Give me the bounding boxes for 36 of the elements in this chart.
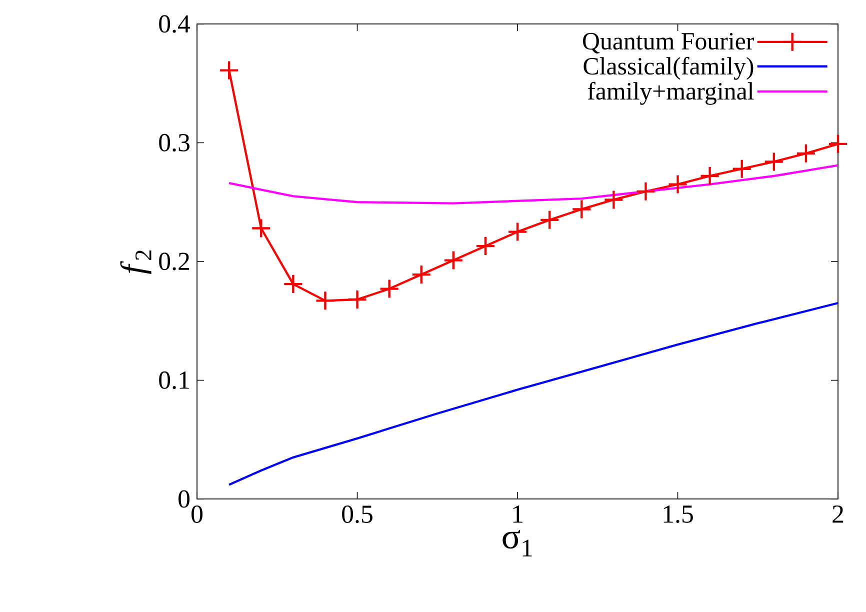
point [700,166,720,186]
point [283,274,304,294]
legend-label: Quantum Fourier [583,32,754,54]
point [572,199,592,220]
point [443,250,464,270]
point [732,158,752,179]
x-tick-label: 1.5 [664,505,693,523]
x-axis-title: σ$_{1}$ [502,530,532,556]
point [828,134,848,154]
point [668,174,688,194]
y-tick-label: 0.3 [159,134,190,152]
y-tick-label: 0.1 [159,371,189,390]
y-tick-label: 0.2 [159,252,190,270]
point [636,181,656,202]
point [379,278,400,299]
x-tick-label: 0.5 [342,505,372,524]
y-axis-title: f$_{2}$ [120,250,152,274]
point [796,143,816,164]
point [604,190,624,210]
point [411,264,432,285]
point [764,152,784,172]
x-tick-label: 1 [513,505,522,523]
point [251,218,272,238]
legend-label: Classical(family) [584,56,754,80]
legend-label: family+marginal [588,82,754,105]
x-tick-label: 2 [832,506,844,523]
point [475,236,496,256]
point [539,210,560,230]
x-tick-label: 0 [192,505,202,523]
point [218,60,240,80]
point [347,289,368,310]
point [315,290,336,311]
point [507,222,528,242]
y-tick-label: 0.4 [159,15,190,33]
line-series [228,302,838,486]
y-tick-label: 0 [178,490,190,508]
